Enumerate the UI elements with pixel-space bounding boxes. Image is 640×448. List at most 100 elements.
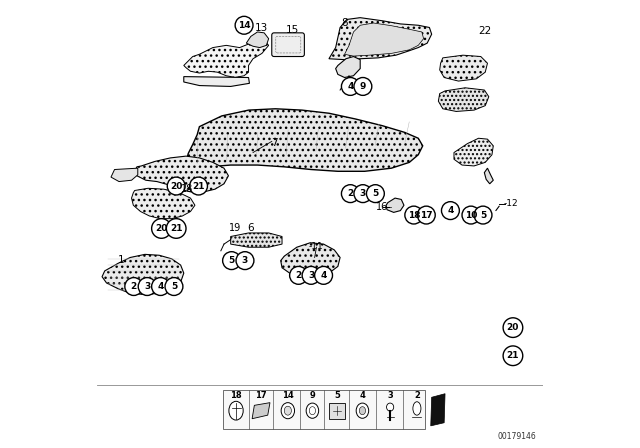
Polygon shape <box>102 254 184 295</box>
Polygon shape <box>252 403 270 419</box>
Text: 4: 4 <box>157 282 164 291</box>
Text: 16: 16 <box>376 202 388 212</box>
Polygon shape <box>230 233 282 247</box>
Circle shape <box>152 219 172 238</box>
Text: 17: 17 <box>255 391 267 400</box>
Circle shape <box>417 206 435 224</box>
Text: 20: 20 <box>156 224 168 233</box>
Text: 21: 21 <box>192 181 205 190</box>
Circle shape <box>290 267 307 284</box>
Polygon shape <box>184 77 250 86</box>
Polygon shape <box>484 168 493 184</box>
Bar <box>329 403 345 419</box>
Text: 1: 1 <box>118 255 124 265</box>
Text: 2: 2 <box>348 189 353 198</box>
Ellipse shape <box>359 407 365 415</box>
Text: 18: 18 <box>408 211 420 220</box>
Circle shape <box>503 318 523 337</box>
Text: 17: 17 <box>420 211 433 220</box>
Polygon shape <box>329 17 431 60</box>
Polygon shape <box>440 55 488 81</box>
Polygon shape <box>344 23 424 56</box>
Circle shape <box>462 206 480 224</box>
Text: -12: -12 <box>503 199 518 208</box>
Text: 14: 14 <box>282 391 294 400</box>
Circle shape <box>223 252 241 270</box>
Circle shape <box>167 177 185 195</box>
Circle shape <box>341 78 359 95</box>
Circle shape <box>236 252 254 270</box>
Text: 9: 9 <box>360 82 366 91</box>
Polygon shape <box>184 37 269 78</box>
Text: 15: 15 <box>285 25 299 35</box>
Circle shape <box>354 185 372 202</box>
Text: 4: 4 <box>360 391 365 400</box>
Polygon shape <box>281 243 340 278</box>
Polygon shape <box>386 198 404 212</box>
Polygon shape <box>132 188 195 219</box>
Ellipse shape <box>356 403 369 418</box>
Polygon shape <box>431 394 445 426</box>
Text: 18: 18 <box>230 391 242 400</box>
Ellipse shape <box>387 403 394 411</box>
Text: 10: 10 <box>465 211 477 220</box>
Text: 19: 19 <box>229 224 241 233</box>
FancyBboxPatch shape <box>272 33 305 56</box>
Text: 9: 9 <box>310 391 316 400</box>
Text: 13: 13 <box>255 23 268 34</box>
Circle shape <box>235 16 253 34</box>
Ellipse shape <box>229 401 243 420</box>
Circle shape <box>474 206 492 224</box>
Ellipse shape <box>284 406 291 415</box>
Circle shape <box>367 185 384 202</box>
Circle shape <box>315 267 333 284</box>
Circle shape <box>138 278 156 296</box>
Ellipse shape <box>306 403 319 418</box>
Circle shape <box>503 346 523 366</box>
Text: 2: 2 <box>296 271 301 280</box>
Text: 20: 20 <box>170 181 182 190</box>
Text: 3: 3 <box>308 271 314 280</box>
Circle shape <box>165 278 183 296</box>
Text: 18: 18 <box>180 184 193 194</box>
Polygon shape <box>335 56 360 78</box>
Text: -11: -11 <box>309 242 324 251</box>
Text: 20: 20 <box>507 323 519 332</box>
Polygon shape <box>438 88 489 112</box>
Text: 4: 4 <box>321 271 327 280</box>
Text: 8: 8 <box>341 18 348 28</box>
Text: 5: 5 <box>480 211 486 220</box>
Polygon shape <box>111 168 138 181</box>
Text: 21: 21 <box>507 351 519 360</box>
Text: 3: 3 <box>387 391 393 400</box>
Text: 2: 2 <box>414 391 420 400</box>
Ellipse shape <box>281 403 294 419</box>
Text: 14: 14 <box>238 21 250 30</box>
Text: 3: 3 <box>242 256 248 265</box>
Circle shape <box>354 78 372 95</box>
Polygon shape <box>186 109 423 171</box>
Circle shape <box>442 202 460 220</box>
Circle shape <box>302 267 320 284</box>
Text: 00179146: 00179146 <box>498 431 536 440</box>
Text: 4: 4 <box>447 206 454 215</box>
Circle shape <box>166 219 186 238</box>
Circle shape <box>405 206 423 224</box>
Polygon shape <box>246 32 269 47</box>
Text: 5: 5 <box>228 256 235 265</box>
Text: 4: 4 <box>347 82 353 91</box>
Polygon shape <box>454 138 493 166</box>
Text: 21: 21 <box>170 224 182 233</box>
Text: 5: 5 <box>334 391 340 400</box>
Polygon shape <box>134 156 228 192</box>
Circle shape <box>152 278 170 296</box>
Ellipse shape <box>413 402 421 415</box>
Text: 22: 22 <box>479 26 492 36</box>
Bar <box>223 390 425 430</box>
Text: 5: 5 <box>171 282 177 291</box>
Text: 7: 7 <box>271 138 278 148</box>
Text: 3: 3 <box>144 282 150 291</box>
Text: 3: 3 <box>360 189 366 198</box>
Circle shape <box>189 177 207 195</box>
Text: 2: 2 <box>131 282 137 291</box>
